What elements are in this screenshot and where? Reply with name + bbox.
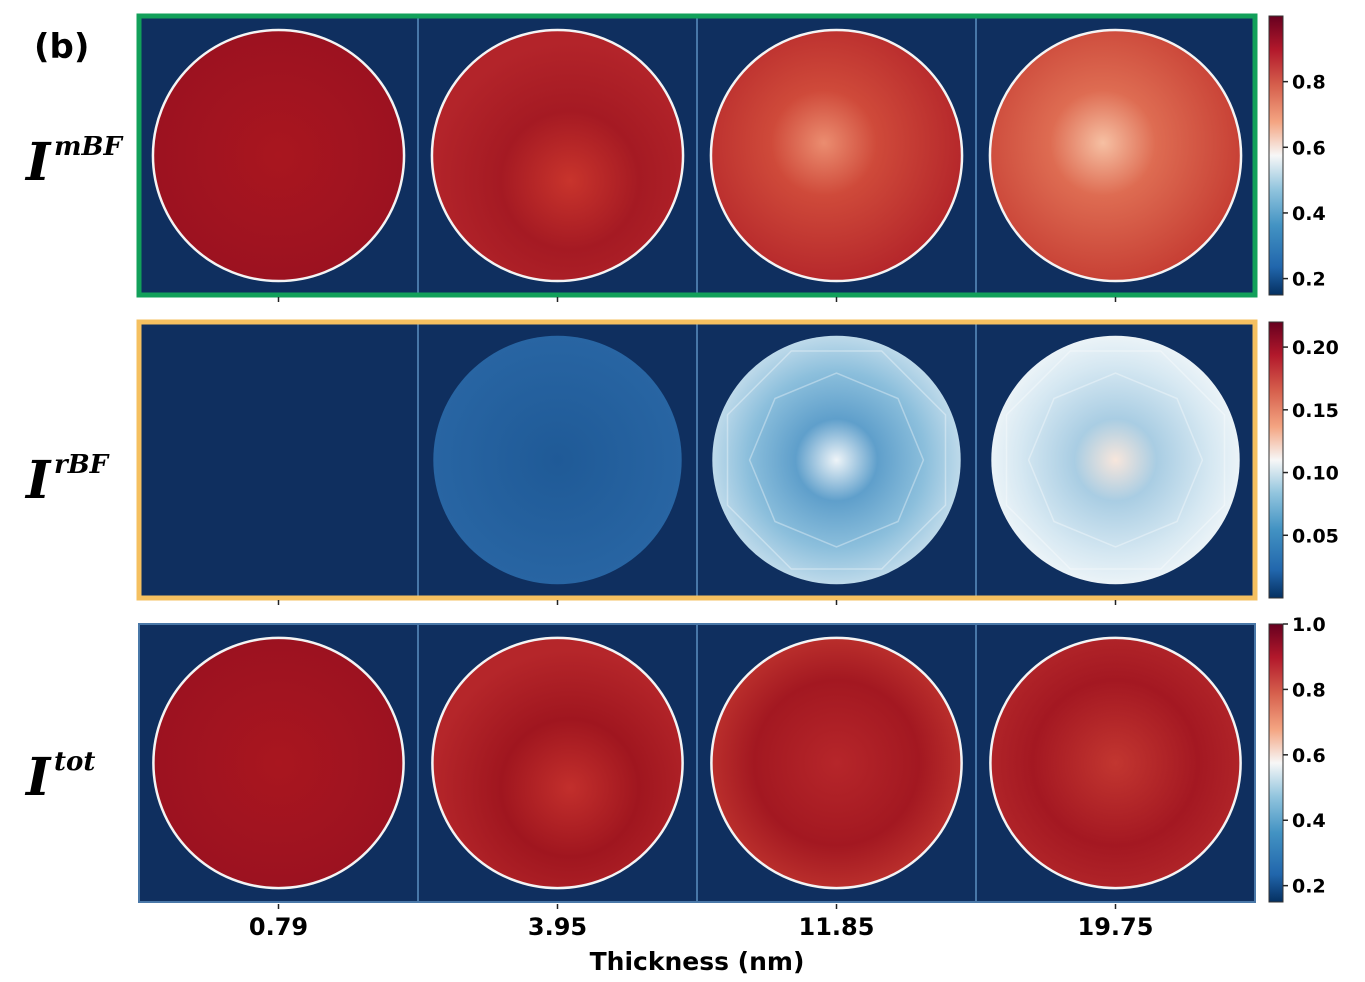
x-tick-label: 19.75 xyxy=(1078,913,1154,941)
disk-texture xyxy=(748,372,925,548)
x-tick-labels: 0.79 3.95 11.85 19.75 xyxy=(249,913,1154,941)
diffraction-disk-tot-3.95 xyxy=(431,636,684,890)
colorbar-tick-label: 0.10 xyxy=(1292,463,1339,485)
colorbar-gradient xyxy=(1268,623,1284,903)
disk-rim xyxy=(152,636,405,890)
colorbar-gradient xyxy=(1268,321,1284,599)
diffraction-disk-rBF-3.95 xyxy=(433,335,682,585)
colorbar-mBF: 0.8 0.6 0.4 0.2 xyxy=(1268,15,1326,296)
diffraction-disk-mBF-11.85 xyxy=(709,28,964,283)
disk-fill xyxy=(711,637,962,889)
disk-rim xyxy=(151,28,406,283)
disk-fill xyxy=(712,335,961,585)
colorbar-tick-label: 0.2 xyxy=(1292,269,1326,291)
diffraction-disk-tot-19.75 xyxy=(989,636,1242,890)
diffraction-disk-mBF-3.95 xyxy=(430,28,685,283)
disk-rim xyxy=(988,28,1243,283)
diffraction-disk-tot-11.85 xyxy=(710,636,963,890)
colorbar-tick-label: 0.2 xyxy=(1292,876,1326,898)
disk-texture xyxy=(1027,372,1204,548)
row-label-sup-mBF: mBF xyxy=(54,132,123,162)
colorbar-tick-label: 0.6 xyxy=(1292,137,1326,159)
row-frame xyxy=(138,623,1256,903)
diffraction-disk-mBF-0.79 xyxy=(151,28,406,283)
x-tick-label: 0.79 xyxy=(249,913,308,941)
disk-fill xyxy=(991,335,1240,585)
colorbar-tick-label: 0.6 xyxy=(1292,745,1326,767)
colorbar-tick-label: 0.05 xyxy=(1292,525,1339,547)
disk-rim xyxy=(709,28,964,283)
diffraction-disk-tot-0.79 xyxy=(152,636,405,890)
disk-fill xyxy=(710,29,963,282)
disk-rim xyxy=(989,636,1242,890)
colorbar-tick-label: 0.8 xyxy=(1292,679,1326,701)
row-label-sup-rBF: rBF xyxy=(54,450,110,480)
colorbar-tick-label: 0.4 xyxy=(1292,810,1326,832)
row-label-sup-tot: tot xyxy=(54,747,95,777)
row-label-mBF: I xyxy=(24,132,52,193)
disk-rim xyxy=(430,28,685,283)
colorbar-tick-label: 0.8 xyxy=(1292,72,1326,94)
row-label-tot: I xyxy=(24,747,52,808)
row-frame xyxy=(136,319,1258,601)
x-tick-label: 3.95 xyxy=(528,913,587,941)
disk-rim xyxy=(431,636,684,890)
colorbar-tick-label: 0.4 xyxy=(1292,203,1326,225)
disk-fill xyxy=(989,29,1242,282)
disk-texture xyxy=(726,350,947,570)
colorbar-tick-label: 0.15 xyxy=(1292,400,1339,422)
colorbar-tick-label: 1.0 xyxy=(1292,614,1326,636)
disk-rim xyxy=(710,636,963,890)
x-tick-label: 11.85 xyxy=(799,913,875,941)
disk-texture xyxy=(1005,350,1226,570)
x-axis-title: Thickness (nm) xyxy=(590,947,805,976)
colorbar-tot: 1.0 0.8 0.6 0.4 0.2 xyxy=(1268,614,1326,903)
row-label-rBF: I xyxy=(24,450,52,511)
disk-fill xyxy=(432,637,683,889)
row-frame xyxy=(136,13,1258,298)
disk-fill xyxy=(433,335,682,585)
disk-fill xyxy=(153,637,404,889)
disk-fill xyxy=(431,29,684,282)
disk-fill xyxy=(152,29,405,282)
diffraction-disk-mBF-19.75 xyxy=(988,28,1243,283)
colorbar-gradient xyxy=(1268,15,1284,296)
diffraction-disk-rBF-19.75 xyxy=(991,335,1240,585)
disk-fill xyxy=(990,637,1241,889)
colorbar-tick-label: 0.20 xyxy=(1292,337,1339,359)
colorbar-rBF: 0.20 0.15 0.10 0.05 xyxy=(1268,321,1339,599)
panel-label: (b) xyxy=(34,27,89,67)
diffraction-disk-rBF-11.85 xyxy=(712,335,961,585)
